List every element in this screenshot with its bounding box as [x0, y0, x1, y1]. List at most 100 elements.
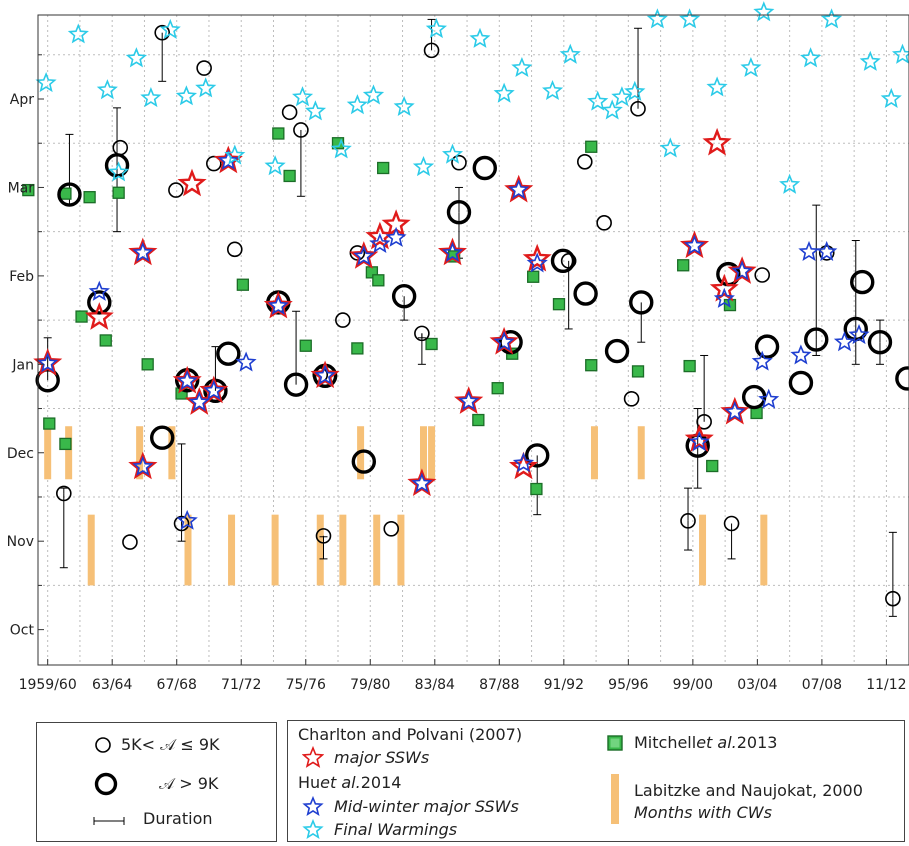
red-star-point [489, 326, 519, 355]
mitchell-square [683, 359, 696, 373]
thick-circle-point [57, 182, 82, 207]
cyan-star-point [880, 87, 902, 109]
legend-cp-source-text: Charlton and Polvani (2007) [298, 725, 523, 744]
mitchell-square [472, 413, 485, 427]
y-tick-label: Apr [10, 92, 34, 108]
x-tick-label: 11/12 [866, 677, 906, 693]
cyan-star-point [679, 8, 701, 29]
mitchell-square [75, 310, 88, 323]
duration-whiskers [43, 18, 897, 617]
cyan-star-point [469, 27, 491, 48]
x-tick-label: 07/08 [802, 677, 842, 693]
cyan-star-point [35, 71, 57, 93]
thick-circle-point [351, 449, 377, 474]
red-star-point [727, 256, 757, 284]
cyan-star-point [753, 1, 775, 22]
cyan-star-point [511, 57, 533, 77]
x-ticks: 1959/60 63/64 67/68 71/72 75/76 79/80 83/84 87/… [19, 659, 907, 693]
legend-hu-etal: et al. [320, 773, 361, 792]
legend-red-star-icon [302, 746, 324, 768]
red-star-point [381, 209, 411, 237]
blue-star-point [88, 280, 110, 301]
red-star-point [349, 241, 379, 269]
thin-circle-point [196, 60, 212, 76]
blue-star-point [758, 388, 780, 409]
thin-circle-point [226, 241, 243, 258]
blue-star-point [816, 240, 838, 262]
thick-circle-point [895, 366, 909, 391]
legend-box-right: Charlton and Polvani (2007) major SSWs H… [287, 720, 905, 842]
blue-star-point [493, 331, 515, 352]
cyan-star-point [779, 173, 801, 194]
cw-bar [397, 514, 405, 586]
red-star-point [172, 365, 202, 394]
red-star-point [504, 174, 534, 203]
mitchell-square [706, 459, 719, 473]
thick-circle-point [87, 290, 112, 315]
legend-labitzke-series: Months with CWs [634, 803, 772, 822]
legend-labitzke-source-text: Labitzke and Naujokat, 2000 [634, 781, 863, 800]
red-star-point [679, 230, 710, 259]
blue-star-point [314, 364, 336, 385]
legend-cp-row: major SSWs [302, 746, 429, 768]
mitchell-square [552, 298, 566, 311]
mitchell-square [331, 137, 345, 150]
thick-circle-point [391, 284, 417, 309]
legend-thin-label: 5K< 𝒜 ≤ 9K [121, 735, 220, 754]
mitchell-square [372, 274, 385, 287]
cyan-star-point [362, 84, 385, 105]
blue-star-point [188, 391, 210, 412]
red-star-point [128, 237, 158, 266]
red-star-point [310, 360, 340, 389]
legend-thick-row: 𝒜 > 9K [93, 771, 218, 797]
red-star-point [508, 451, 539, 480]
mitchell-square [585, 140, 598, 153]
y-tick-label: Jan [11, 357, 34, 373]
legend-cyan-star-icon [302, 818, 324, 840]
x-tick-label: 95/96 [608, 677, 648, 693]
blue-star-point [683, 234, 705, 255]
legend-duration-row: Duration [93, 809, 213, 828]
cyan-star-point [659, 137, 681, 158]
thin-circle-point [630, 100, 646, 117]
thick-circle-point [283, 372, 309, 397]
thin-circle-point [293, 122, 309, 138]
thick-circle-point [850, 269, 875, 295]
thin-circle-point [383, 521, 400, 537]
cyan-star-point [542, 80, 564, 100]
thick-circle-point [629, 290, 654, 315]
cyan-star-point [493, 82, 515, 103]
x-tick-label: 71/72 [221, 677, 261, 693]
thin-circle-point [423, 42, 440, 59]
red-star-point [684, 424, 714, 452]
red-star-point [720, 396, 750, 425]
legend-hu-series1: Mid-winter major SSWs [334, 796, 519, 816]
cyan-star-point [859, 50, 881, 71]
thick-circle-point [573, 281, 598, 306]
red-star-point [709, 273, 739, 302]
cw-bars [44, 426, 768, 586]
thin-circle-point [596, 215, 612, 231]
stars [33, 1, 909, 530]
thin-circle-point [818, 245, 835, 261]
cw-bar [637, 426, 645, 480]
mitchell-squares [22, 127, 763, 496]
blue-star-point [235, 351, 257, 372]
red-star-point [177, 168, 207, 197]
y-ticks: Oct Nov Dec Jan Feb Mar Apr [7, 54, 44, 639]
cw-bar [65, 426, 73, 480]
cyan-star-point [393, 95, 415, 117]
mitchell-square [491, 382, 504, 395]
legend-labitzke-source: Labitzke and Naujokat, 2000 [634, 781, 863, 800]
red-star-point [263, 290, 293, 319]
x-tick-label: 75/76 [286, 677, 326, 693]
cyan-star-point [799, 47, 822, 68]
red-star-point [199, 375, 229, 404]
blue-star-point [848, 323, 870, 345]
thin-circle-point [173, 515, 190, 532]
mitchell-square [283, 169, 296, 183]
legend-hu-row2: Final Warmings [302, 818, 457, 840]
red-star-point [437, 237, 468, 266]
legend-mitchell-year: 2013 [736, 733, 778, 752]
mitchell-square [43, 417, 56, 430]
